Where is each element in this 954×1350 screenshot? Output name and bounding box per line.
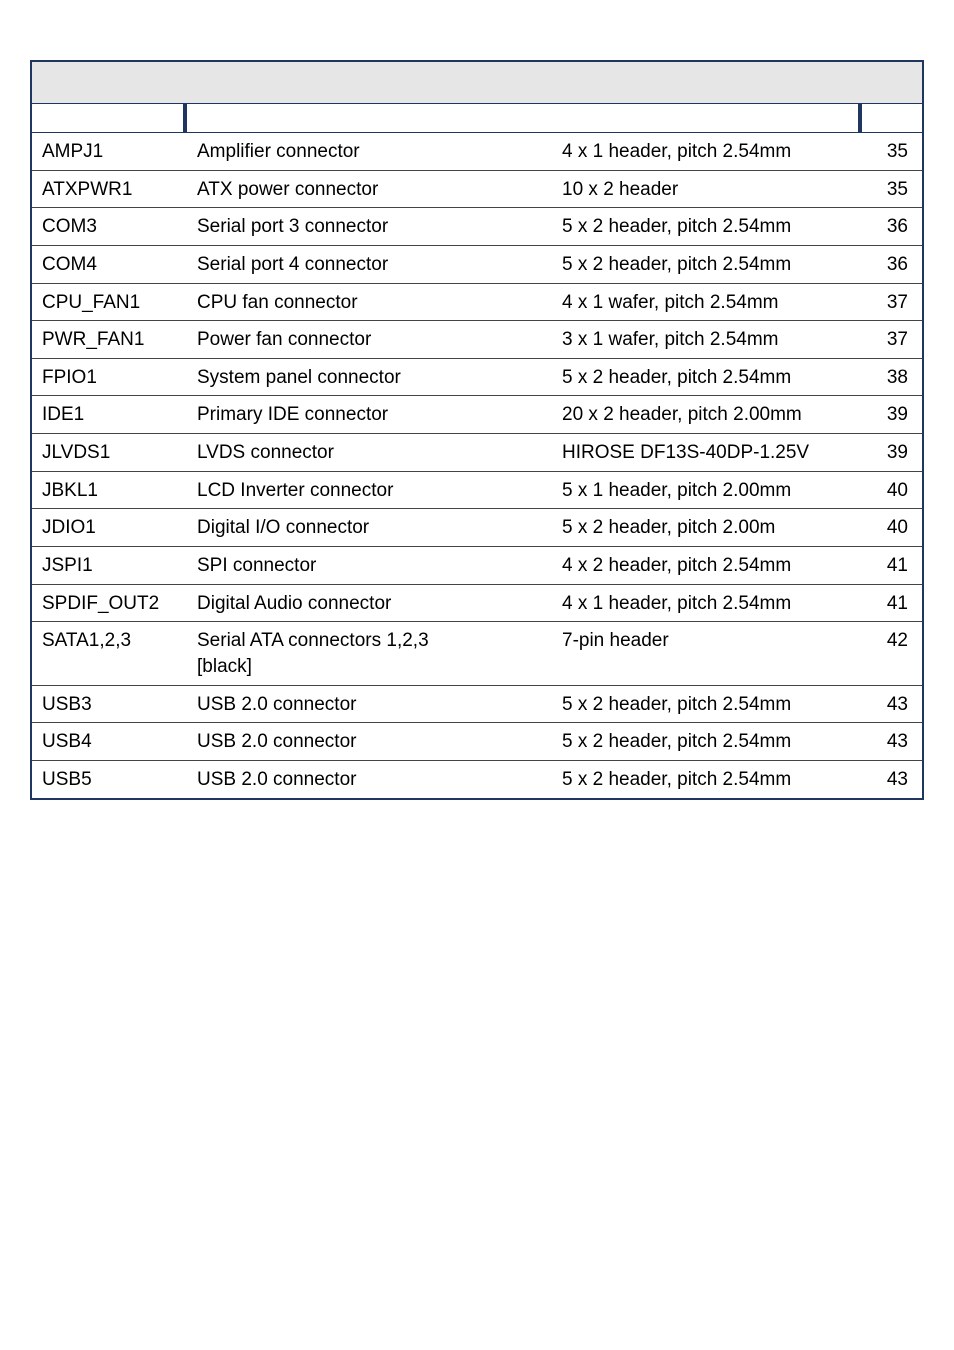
connector-label: COM4	[32, 245, 187, 283]
connector-description: Digital Audio connector	[187, 584, 552, 622]
connector-type: 4 x 1 header, pitch 2.54mm	[552, 133, 862, 171]
connector-description: Power fan connector	[187, 321, 552, 359]
table-row: JLVDS1LVDS connectorHIROSE DF13S-40DP-1.…	[32, 434, 922, 472]
connector-label: IDE1	[32, 396, 187, 434]
table-row: SPDIF_OUT2Digital Audio connector4 x 1 h…	[32, 584, 922, 622]
connector-description: USB 2.0 connector	[187, 760, 552, 797]
table-subheader	[32, 104, 922, 132]
table-row: FPIO1System panel connector5 x 2 header,…	[32, 358, 922, 396]
connector-page: 36	[862, 245, 922, 283]
connector-page: 35	[862, 170, 922, 208]
connector-description: Serial port 4 connector	[187, 245, 552, 283]
connector-page: 42	[862, 622, 922, 685]
connector-type: 5 x 2 header, pitch 2.54mm	[552, 760, 862, 797]
connector-type: 5 x 2 header, pitch 2.00m	[552, 509, 862, 547]
connector-page: 36	[862, 208, 922, 246]
connector-description: CPU fan connector	[187, 283, 552, 321]
connector-description: Serial port 3 connector	[187, 208, 552, 246]
connector-description: USB 2.0 connector	[187, 723, 552, 761]
connector-type: 20 x 2 header, pitch 2.00mm	[552, 396, 862, 434]
table-row: AMPJ1Amplifier connector4 x 1 header, pi…	[32, 133, 922, 171]
table-row: COM3Serial port 3 connector5 x 2 header,…	[32, 208, 922, 246]
table-row: SATA1,2,3Serial ATA connectors 1,2,3[bla…	[32, 622, 922, 685]
connector-label: FPIO1	[32, 358, 187, 396]
connector-label: CPU_FAN1	[32, 283, 187, 321]
connector-description: Primary IDE connector	[187, 396, 552, 434]
connector-label: AMPJ1	[32, 133, 187, 171]
connector-page: 37	[862, 321, 922, 359]
connector-page: 40	[862, 471, 922, 509]
connector-label: ATXPWR1	[32, 170, 187, 208]
connector-type: 4 x 2 header, pitch 2.54mm	[552, 547, 862, 585]
connector-type: HIROSE DF13S-40DP-1.25V	[552, 434, 862, 472]
connector-label: SPDIF_OUT2	[32, 584, 187, 622]
connector-page: 39	[862, 396, 922, 434]
connector-description: LCD Inverter connector	[187, 471, 552, 509]
connector-label: USB5	[32, 760, 187, 797]
connector-description: Digital I/O connector	[187, 509, 552, 547]
connector-description: USB 2.0 connector	[187, 685, 552, 723]
table-row: USB3USB 2.0 connector5 x 2 header, pitch…	[32, 685, 922, 723]
connector-description: Serial ATA connectors 1,2,3[black]	[187, 622, 552, 685]
table-row: PWR_FAN1Power fan connector3 x 1 wafer, …	[32, 321, 922, 359]
connector-type: 5 x 1 header, pitch 2.00mm	[552, 471, 862, 509]
connector-page: 41	[862, 547, 922, 585]
connector-page: 39	[862, 434, 922, 472]
table-row: JSPI1SPI connector4 x 2 header, pitch 2.…	[32, 547, 922, 585]
connector-page: 43	[862, 685, 922, 723]
connector-description: Amplifier connector	[187, 133, 552, 171]
connector-page: 40	[862, 509, 922, 547]
connector-type: 5 x 2 header, pitch 2.54mm	[552, 358, 862, 396]
connector-label: USB4	[32, 723, 187, 761]
connector-label: JSPI1	[32, 547, 187, 585]
connector-label: JBKL1	[32, 471, 187, 509]
connector-type: 7-pin header	[552, 622, 862, 685]
table-row: JBKL1LCD Inverter connector5 x 1 header,…	[32, 471, 922, 509]
connector-page: 35	[862, 133, 922, 171]
connector-description: ATX power connector	[187, 170, 552, 208]
connector-label: USB3	[32, 685, 187, 723]
connector-type: 4 x 1 wafer, pitch 2.54mm	[552, 283, 862, 321]
connector-type: 3 x 1 wafer, pitch 2.54mm	[552, 321, 862, 359]
table-row: JDIO1Digital I/O connector5 x 2 header, …	[32, 509, 922, 547]
connector-label: COM3	[32, 208, 187, 246]
connector-type: 4 x 1 header, pitch 2.54mm	[552, 584, 862, 622]
connector-type: 5 x 2 header, pitch 2.54mm	[552, 208, 862, 246]
connector-description: LVDS connector	[187, 434, 552, 472]
connector-page: 43	[862, 760, 922, 797]
connector-description: System panel connector	[187, 358, 552, 396]
connector-type: 5 x 2 header, pitch 2.54mm	[552, 723, 862, 761]
table-body: AMPJ1Amplifier connector4 x 1 header, pi…	[32, 132, 922, 798]
connector-type: 5 x 2 header, pitch 2.54mm	[552, 685, 862, 723]
table-row: USB5USB 2.0 connector5 x 2 header, pitch…	[32, 760, 922, 797]
table-row: COM4Serial port 4 connector5 x 2 header,…	[32, 245, 922, 283]
connector-label: JLVDS1	[32, 434, 187, 472]
connector-label: SATA1,2,3	[32, 622, 187, 685]
connector-type: 5 x 2 header, pitch 2.54mm	[552, 245, 862, 283]
table-banner	[32, 62, 922, 104]
table-row: ATXPWR1ATX power connector10 x 2 header3…	[32, 170, 922, 208]
connector-label: PWR_FAN1	[32, 321, 187, 359]
connector-description: SPI connector	[187, 547, 552, 585]
connector-page: 38	[862, 358, 922, 396]
table-row: IDE1Primary IDE connector20 x 2 header, …	[32, 396, 922, 434]
table-row: USB4USB 2.0 connector5 x 2 header, pitch…	[32, 723, 922, 761]
connector-type: 10 x 2 header	[552, 170, 862, 208]
connectors-table: AMPJ1Amplifier connector4 x 1 header, pi…	[30, 60, 924, 800]
connector-page: 43	[862, 723, 922, 761]
connector-label: JDIO1	[32, 509, 187, 547]
connector-page: 37	[862, 283, 922, 321]
connector-page: 41	[862, 584, 922, 622]
table-row: CPU_FAN1CPU fan connector4 x 1 wafer, pi…	[32, 283, 922, 321]
